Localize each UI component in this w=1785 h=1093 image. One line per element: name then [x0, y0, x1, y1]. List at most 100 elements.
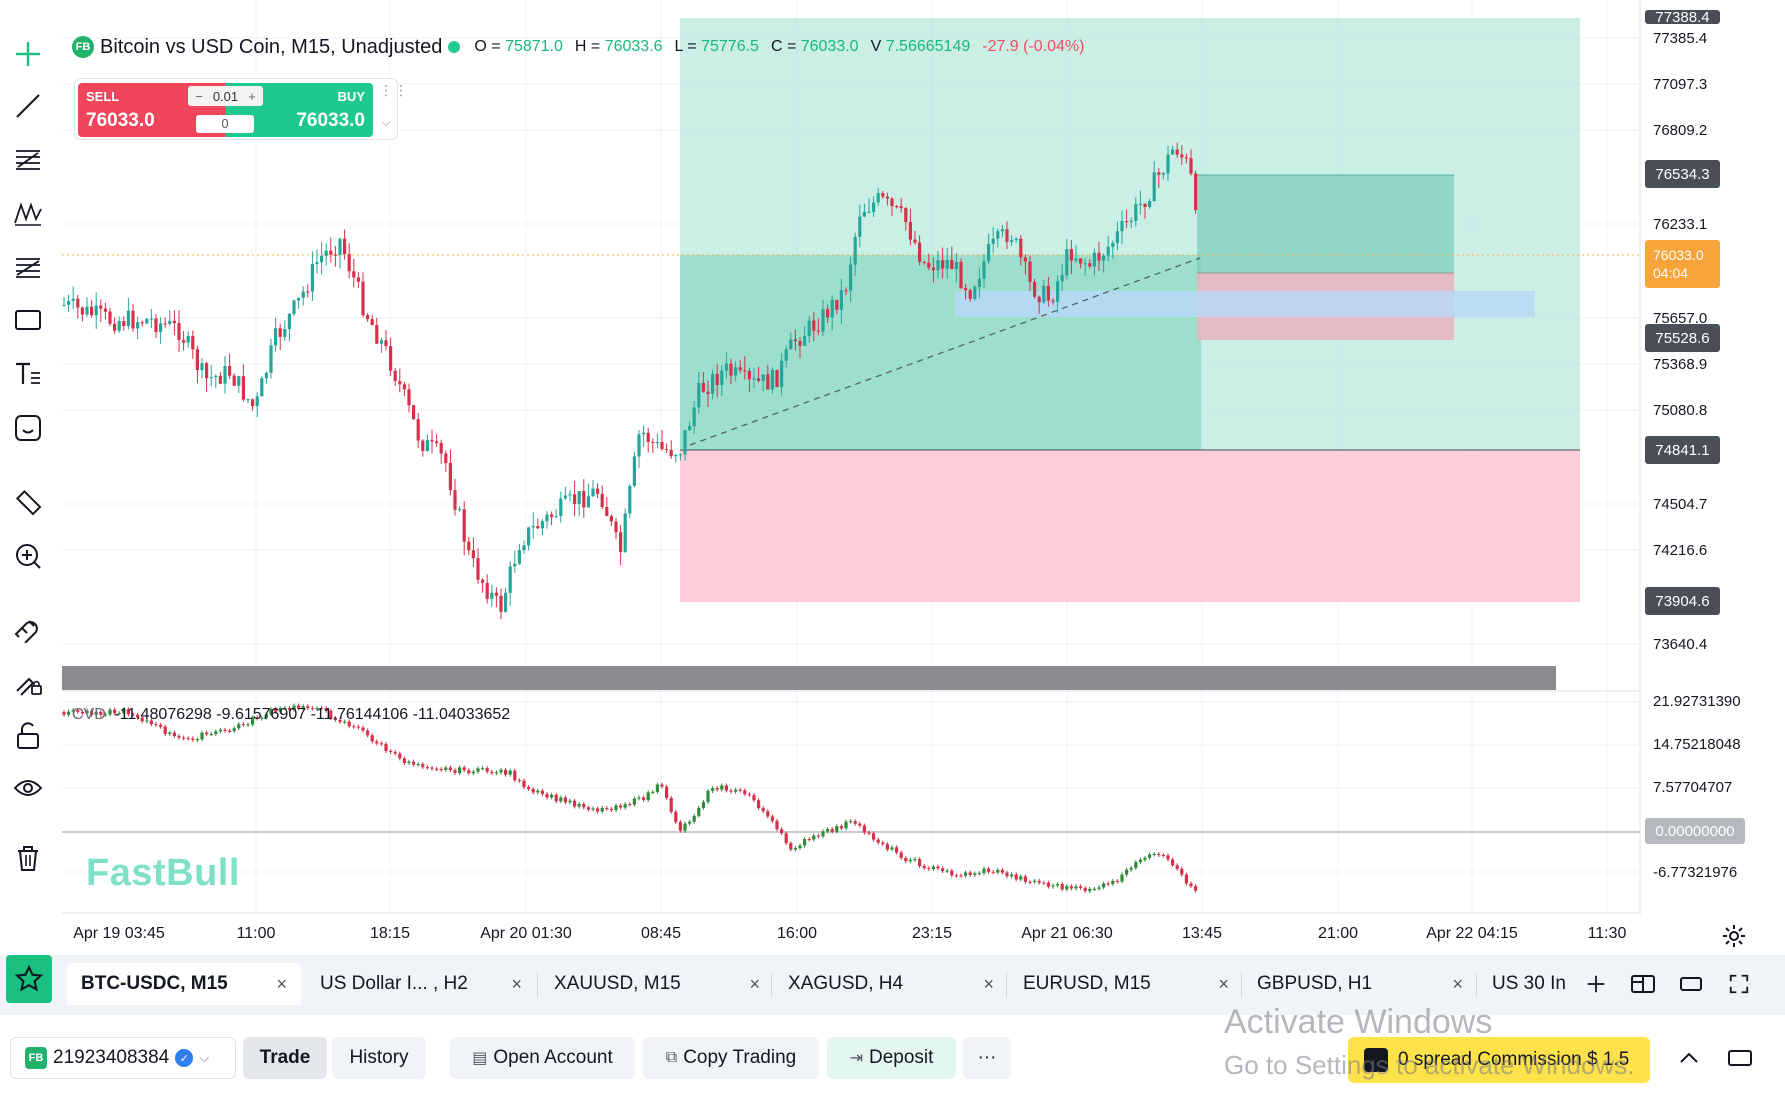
time-axis-label: Apr 22 04:15	[1426, 925, 1518, 942]
ohlc-close: C = 76033.0	[770, 38, 859, 55]
close-icon[interactable]: ×	[1452, 973, 1463, 994]
fastbull-watermark-logo: FastBull	[86, 852, 240, 894]
tab-xagusd[interactable]: XAGUSD, H4 ×	[788, 973, 994, 994]
sell-button[interactable]: SELL 76033.0	[78, 83, 182, 137]
price-axis-label: 73640.4	[1653, 636, 1708, 653]
current-price-tag: 76033.0 04:04	[1645, 240, 1720, 288]
gear-icon[interactable]	[1720, 922, 1748, 950]
layout-split-icon[interactable]	[1626, 967, 1660, 1001]
loss-zone	[680, 450, 1580, 602]
price-tag-top: 77388.4	[1645, 10, 1720, 24]
quantity-value[interactable]: 0.01	[212, 88, 239, 104]
time-axis-label: Apr 20 01:30	[480, 925, 572, 942]
fib-retracement-icon[interactable]	[10, 142, 46, 178]
promo-banner[interactable]: 0 spread Commission $ 1.5	[1348, 1037, 1650, 1083]
tab-gbpusd[interactable]: GBPUSD, H1 ×	[1257, 973, 1463, 994]
tab-us-30-index[interactable]: US 30 In	[1492, 973, 1566, 994]
text-tool-icon[interactable]	[10, 356, 46, 392]
cvd-value: -11.48076298	[114, 706, 212, 723]
quantity-stepper[interactable]: − 0.01 +	[188, 86, 263, 106]
ruler-icon[interactable]	[10, 484, 46, 520]
time-axis-label: 11:00	[236, 925, 276, 942]
bottom-bar: FB 21923408384 ✓ ⌵ Trade History ▤ Open A…	[0, 1015, 1785, 1093]
chevron-up-icon[interactable]	[1672, 1041, 1706, 1075]
close-icon[interactable]: ×	[276, 973, 287, 994]
price-axis-label: 76233.1	[1653, 216, 1708, 233]
profit-zone-filled	[680, 255, 1201, 450]
parallel-channel-icon[interactable]	[10, 248, 46, 284]
tab-btc-usdc[interactable]: BTC-USDC, M15 ×	[67, 963, 301, 1005]
deposit-button[interactable]: ⇥ Deposit	[827, 1037, 956, 1079]
fullscreen-icon[interactable]	[1722, 967, 1756, 1001]
rectangle-icon[interactable]	[10, 302, 46, 338]
spread-value: 0	[196, 115, 254, 133]
chevron-down-icon[interactable]: ⌵	[381, 115, 391, 129]
time-axis-label: 21:00	[1317, 925, 1359, 942]
eye-icon[interactable]	[10, 770, 46, 806]
zoom-in-icon[interactable]	[10, 538, 46, 574]
tab-us-dollar-index[interactable]: US Dollar I... , H2 ×	[320, 973, 522, 994]
more-button[interactable]: ···	[963, 1037, 1011, 1079]
sell-price: 76033.0	[86, 110, 155, 131]
favorites-star-button[interactable]	[6, 955, 52, 1003]
promo-text: 0 spread Commission $ 1.5	[1398, 1049, 1630, 1070]
close-icon[interactable]: ×	[749, 973, 760, 994]
trash-icon[interactable]	[10, 840, 46, 876]
account-selector[interactable]: FB 21923408384 ✓ ⌵	[10, 1037, 236, 1079]
symbol-badge: FB	[72, 36, 94, 58]
close-icon[interactable]: ×	[1218, 973, 1229, 994]
drag-handle-icon[interactable]: ⋮⋮	[379, 82, 409, 98]
trade-widget: SELL 76033.0 − 0.01 + 0 BUY 76033.0 ⋮⋮ ⌵	[74, 78, 409, 140]
verified-check-icon: ✓	[175, 1049, 194, 1067]
layout-single-icon[interactable]	[1674, 967, 1708, 1001]
time-axis-label: 16:00	[776, 925, 818, 942]
lock-drawings-icon[interactable]	[10, 664, 46, 700]
cvd-axis-label: -6.77321976	[1653, 864, 1738, 881]
open-account-button[interactable]: ▤ Open Account	[450, 1037, 635, 1079]
price-axis-label: 75657.0	[1653, 310, 1708, 327]
price-axis-label: 75368.9	[1653, 356, 1708, 373]
promo-icon	[1364, 1048, 1388, 1072]
cvd-zero-tag: 0.00000000	[1645, 818, 1745, 844]
magnet-icon[interactable]	[10, 610, 46, 646]
cvd-legend[interactable]: CVD -11.48076298 -9.61576907 -11.7614410…	[72, 706, 510, 724]
buy-price: 76033.0	[296, 110, 365, 131]
symbol-title[interactable]: Bitcoin vs USD Coin, M15, Unadjusted	[100, 35, 443, 58]
add-tab-icon[interactable]	[1579, 967, 1613, 1001]
cvd-value: -11.76144106	[310, 706, 409, 723]
chart-tabs-bar: BTC-USDC, M15 × US Dollar I... , H2 × XAUU…	[0, 955, 1785, 1015]
crosshair-icon[interactable]	[10, 36, 46, 72]
ohlc-low: L = 75776.5	[674, 38, 759, 55]
panel-toggle-icon[interactable]	[1723, 1041, 1757, 1075]
star-icon	[14, 964, 44, 992]
close-icon[interactable]: ×	[511, 973, 522, 994]
tab-xauusd[interactable]: XAUUSD, M15 ×	[554, 973, 760, 994]
price-axis-label: 77385.4	[1653, 30, 1708, 47]
emoji-icon[interactable]	[10, 410, 46, 446]
trade-button[interactable]: Trade	[243, 1037, 327, 1079]
buy-button[interactable]: BUY 76033.0	[269, 83, 373, 137]
tab-eurusd[interactable]: EURUSD, M15 ×	[1023, 973, 1229, 994]
cvd-name: CVD	[72, 706, 106, 723]
price-axis-label: 74216.6	[1653, 542, 1708, 559]
account-icon: ▤	[472, 1050, 488, 1067]
price-axis-label: 75080.8	[1653, 402, 1708, 419]
quantity-decrease-button[interactable]: −	[195, 88, 203, 104]
history-button[interactable]: History	[332, 1037, 426, 1079]
pattern-tool-icon[interactable]	[10, 195, 46, 231]
trend-line-icon[interactable]	[10, 88, 46, 124]
price-candles	[62, 142, 1198, 620]
chevron-down-icon: ⌵	[199, 1050, 210, 1065]
chart-canvas[interactable]	[0, 0, 1785, 950]
unlock-icon[interactable]	[10, 718, 46, 754]
trend-line	[689, 257, 1201, 446]
price-change: -27.9 (-0.04%)	[982, 38, 1085, 55]
buy-label: BUY	[337, 89, 365, 104]
copy-trading-button[interactable]: ⧉ Copy Trading	[643, 1037, 819, 1079]
ohlc-volume: V 7.56665149	[870, 38, 971, 55]
quantity-increase-button[interactable]: +	[248, 88, 256, 104]
price-axis-label: 74504.7	[1653, 496, 1708, 513]
symbol-legend[interactable]: FB Bitcoin vs USD Coin, M15, Unadjusted …	[72, 34, 1097, 60]
account-badge: FB	[25, 1047, 47, 1069]
close-icon[interactable]: ×	[983, 973, 994, 994]
